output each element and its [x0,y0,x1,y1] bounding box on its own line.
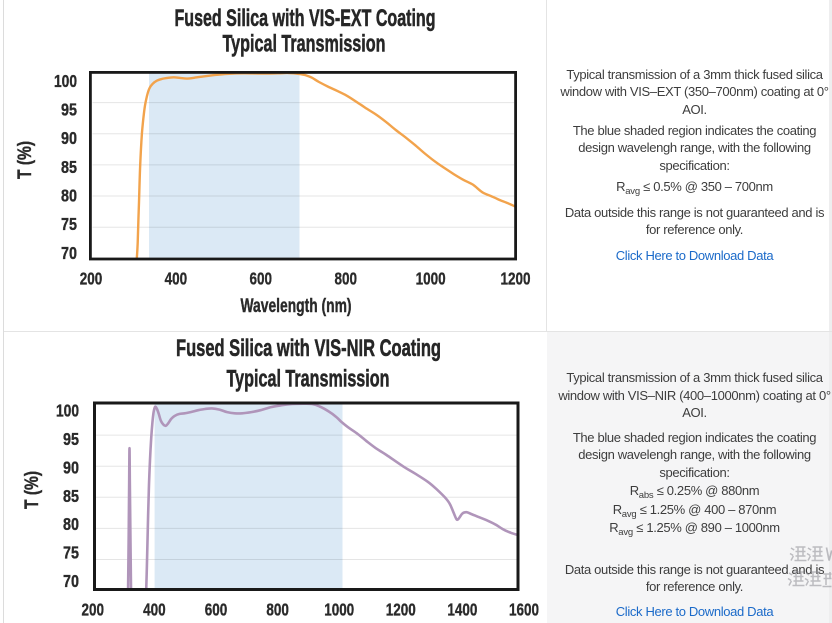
svg-text:70: 70 [61,243,77,263]
svg-text:70: 70 [63,571,79,591]
svg-text:400: 400 [165,269,188,289]
svg-text:1600: 1600 [509,600,539,620]
svg-text:1200: 1200 [501,269,531,289]
svg-text:200: 200 [80,269,103,289]
svg-text:1000: 1000 [416,269,446,289]
svg-text:80: 80 [61,186,77,206]
svg-text:100: 100 [54,71,77,91]
svg-text:75: 75 [63,543,79,563]
svg-text:T (%): T (%) [15,141,36,179]
svg-text:200: 200 [82,600,105,620]
svg-text:600: 600 [250,269,273,289]
svg-text:Typical Transmission: Typical Transmission [223,31,386,58]
svg-text:100: 100 [56,401,79,421]
svg-text:600: 600 [205,600,228,620]
svg-text:400: 400 [143,600,166,620]
svg-text:Fused Silica with VIS-EXT Coat: Fused Silica with VIS-EXT Coating [175,5,436,32]
svg-text:75: 75 [61,214,77,234]
svg-text:1200: 1200 [386,600,416,620]
svg-text:800: 800 [266,600,289,620]
svg-text:85: 85 [63,486,79,506]
svg-text:90: 90 [61,128,77,148]
svg-text:T (%): T (%) [22,471,43,509]
svg-text:85: 85 [61,157,77,177]
svg-text:95: 95 [61,100,77,120]
svg-text:800: 800 [334,269,357,289]
svg-text:Wavelength (nm): Wavelength (nm) [241,296,352,317]
svg-text:95: 95 [63,429,79,449]
svg-text:90: 90 [63,458,79,478]
svg-text:1000: 1000 [324,600,354,620]
svg-text:1400: 1400 [447,600,477,620]
svg-text:Fused Silica with VIS-NIR Coat: Fused Silica with VIS-NIR Coating [176,335,441,362]
svg-text:Typical Transmission: Typical Transmission [227,366,390,393]
svg-text:80: 80 [63,514,79,534]
